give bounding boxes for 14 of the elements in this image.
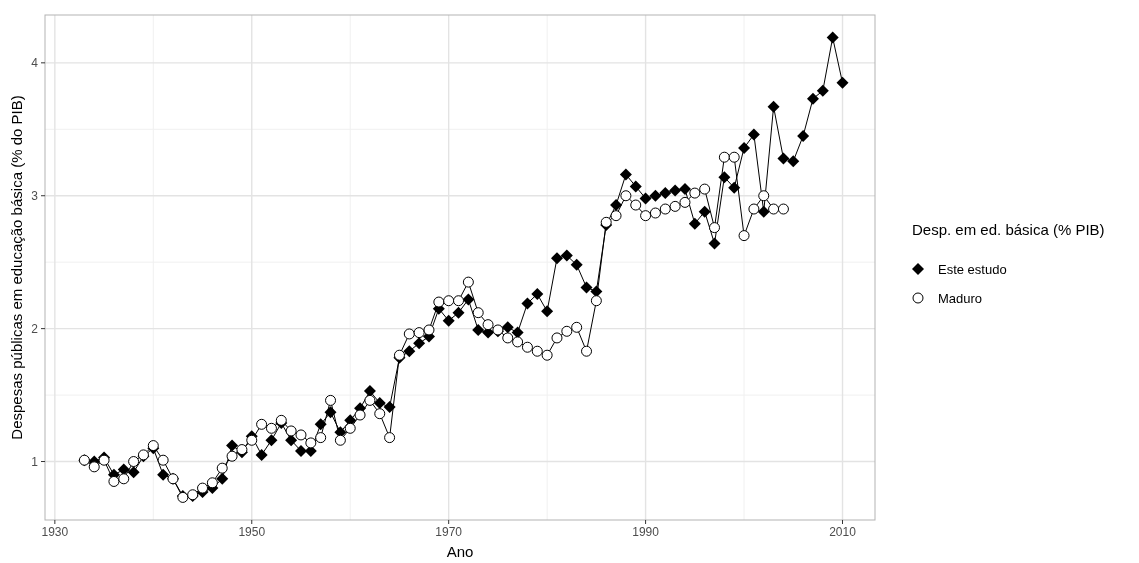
x-axis-title: Ano bbox=[446, 543, 474, 560]
x-tick-label: 1990 bbox=[632, 525, 660, 539]
y-tick-label: 4 bbox=[31, 55, 39, 70]
legend-label: Este estudo bbox=[938, 262, 1007, 277]
legend-label: Maduro bbox=[938, 291, 983, 306]
y-tick-label: 1 bbox=[31, 454, 39, 469]
x-tick-label: 2010 bbox=[829, 525, 857, 539]
y-tick-label: 2 bbox=[31, 321, 39, 336]
x-tick-label: 1930 bbox=[41, 525, 69, 539]
x-tick-label: 1950 bbox=[238, 525, 266, 539]
y-tick-label: 3 bbox=[31, 188, 39, 203]
y-axis-title: Despesas públicas em educação básica (% do PIB) bbox=[8, 95, 25, 440]
legend-title: Desp. em ed. básica (% PIB) bbox=[912, 221, 1105, 238]
x-tick-label: 1970 bbox=[435, 525, 463, 539]
